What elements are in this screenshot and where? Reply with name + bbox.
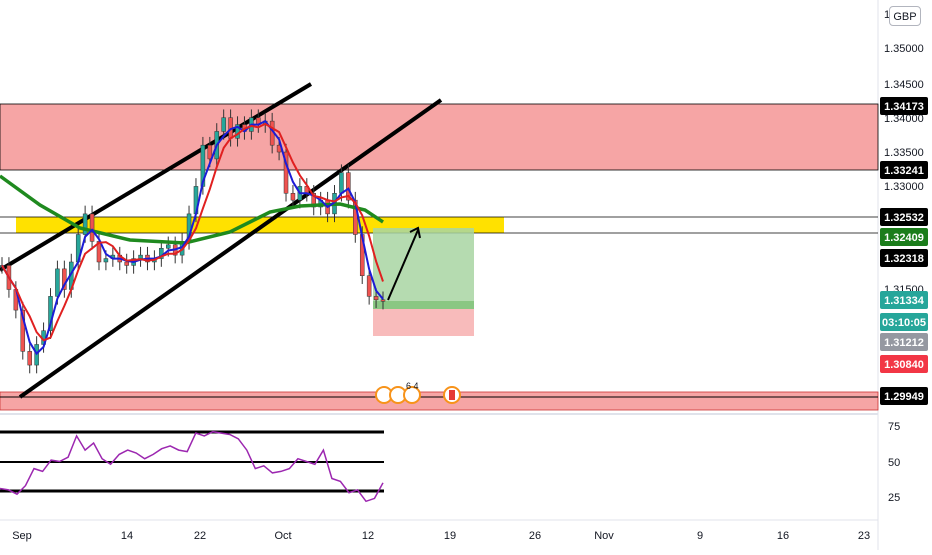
ma-slow-line — [0, 174, 384, 245]
candle — [124, 261, 129, 266]
economic-events[interactable]: 6 4 — [375, 381, 461, 404]
event-badge-text: 6 4 — [406, 381, 419, 391]
y-tick-label: 1.33500 — [884, 147, 924, 159]
time-axis[interactable]: Sep 14 22 Oct 12 19 26 Nov 9 16 23 — [12, 530, 870, 542]
price-label-box — [880, 208, 928, 226]
price-label-text: 1.31334 — [884, 295, 925, 307]
candle — [207, 144, 213, 160]
x-tick-label: 23 — [858, 530, 870, 542]
candle — [89, 213, 95, 242]
x-tick-label: Oct — [274, 530, 291, 542]
price-label-text: 1.31212 — [884, 337, 924, 349]
ma-mid-line — [1, 122, 384, 342]
price-labels: 1.34173 1.33241 1.32532 1.32409 1.32318 1.313… — [880, 97, 928, 405]
main-pane[interactable] — [0, 0, 878, 412]
channel-bottom-line[interactable] — [18, 98, 443, 399]
rsi-tick-label: 75 — [888, 421, 900, 433]
candle — [55, 268, 60, 297]
demand-zone[interactable] — [0, 391, 879, 411]
candle — [346, 172, 351, 201]
price-label-box — [880, 333, 928, 351]
maple-leaf-icon — [449, 390, 455, 400]
x-tick-label: Nov — [594, 530, 614, 542]
rsi-tick-label: 25 — [888, 492, 900, 504]
price-label-text: 1.32318 — [884, 253, 924, 265]
price-label-box — [880, 228, 928, 246]
x-tick-label: 16 — [777, 530, 789, 542]
candle — [339, 172, 344, 194]
y-tick-label: 1.35000 — [884, 43, 924, 55]
price-label-box — [880, 291, 928, 309]
x-tick-label: 9 — [697, 530, 703, 542]
price-label-text: 1.32532 — [884, 212, 924, 224]
y-tick-label: 1.34500 — [884, 79, 924, 91]
x-tick-label: 14 — [121, 530, 133, 542]
candle — [221, 117, 226, 132]
rsi-tick-label: 50 — [888, 457, 900, 469]
price-label-box — [880, 387, 928, 405]
price-label-box — [880, 161, 928, 179]
candle — [20, 309, 26, 352]
x-tick-label: 12 — [362, 530, 374, 542]
candle — [380, 299, 386, 302]
candle — [103, 258, 109, 263]
x-tick-label: 22 — [194, 530, 206, 542]
price-label-text: 1.34173 — [884, 101, 924, 113]
event-flag-icon[interactable] — [403, 386, 421, 404]
price-label-text: 03:10:05 — [882, 317, 926, 329]
rsi-line — [0, 430, 384, 503]
candle — [290, 193, 296, 201]
price-label-text: 1.30840 — [884, 359, 924, 371]
price-label-text: 1.32409 — [884, 232, 924, 244]
candle — [138, 254, 143, 259]
long-entry-band[interactable] — [373, 301, 474, 309]
price-label-text: 1.33241 — [884, 165, 924, 177]
price-label-box — [880, 355, 928, 373]
candle — [82, 213, 88, 235]
candle — [27, 351, 32, 366]
x-tick-label: 26 — [529, 530, 541, 542]
price-axis[interactable]: 1.350001.345001.340001.335001.330001.315… — [884, 43, 924, 296]
supply-zone[interactable] — [0, 103, 879, 171]
candle — [283, 151, 289, 194]
rsi-axis[interactable]: 75 50 25 — [888, 421, 900, 504]
x-tick-label: Sep — [12, 530, 32, 542]
channel-top-line[interactable] — [0, 82, 313, 272]
candle — [62, 268, 67, 290]
long-target-box[interactable] — [373, 228, 474, 309]
x-tick-label: 19 — [444, 530, 456, 542]
arrow-head — [409, 226, 421, 239]
y-tick-label: 1.34000 — [884, 113, 924, 125]
ma-fast-line — [1, 119, 384, 356]
y-tick-label: 1.33000 — [884, 181, 924, 193]
candle — [166, 244, 171, 249]
long-stop-box[interactable] — [373, 309, 474, 336]
currency-badge[interactable]: GBP — [889, 6, 921, 26]
price-label-box — [880, 249, 928, 267]
price-label-box — [880, 313, 928, 331]
projection-arrow[interactable] — [387, 229, 419, 301]
y-axis-top-tick: 1. — [884, 9, 893, 21]
price-label-box — [880, 97, 928, 115]
candle — [373, 296, 379, 301]
price-label-text: 1.29949 — [884, 391, 924, 403]
candle — [366, 275, 372, 297]
